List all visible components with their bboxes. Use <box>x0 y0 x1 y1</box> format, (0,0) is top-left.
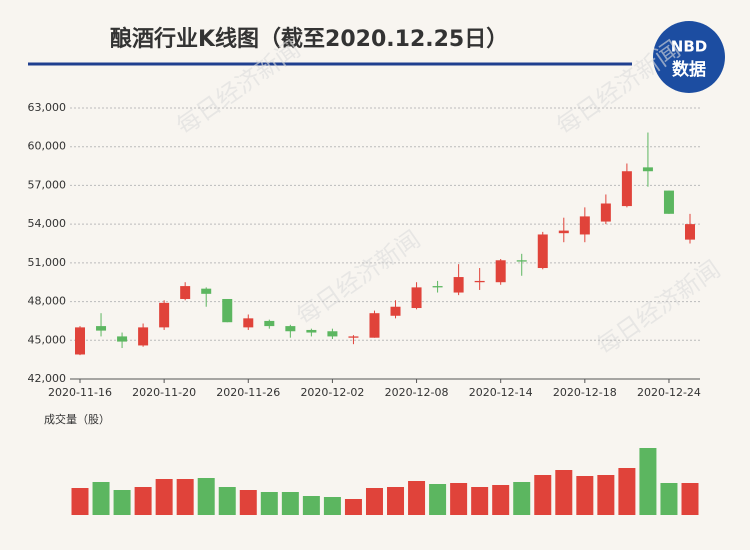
candle-body <box>558 230 569 234</box>
volume-bar <box>555 470 573 515</box>
x-tick-label: 2020-12-02 <box>300 386 364 399</box>
x-tick-label: 2020-11-26 <box>216 386 280 399</box>
volume-bar <box>218 487 236 515</box>
volume-bar <box>660 483 678 515</box>
volume-bar <box>134 487 152 515</box>
candle-body <box>243 318 254 328</box>
x-tick-label: 2020-12-14 <box>469 386 533 399</box>
candle-body <box>327 331 338 337</box>
x-tick-label: 2020-12-24 <box>637 386 701 399</box>
volume-bar <box>281 492 299 515</box>
volume-bar <box>681 483 699 515</box>
y-tick-label: 51,000 <box>28 256 67 269</box>
volume-bar <box>92 482 110 515</box>
candle-body <box>369 313 380 338</box>
y-tick-label: 57,000 <box>28 178 67 191</box>
candle-body <box>390 306 401 316</box>
volume-bar <box>576 476 594 515</box>
volume-bar <box>344 499 362 515</box>
candle-body <box>685 224 695 240</box>
volume-bar <box>597 475 615 515</box>
volume-bar <box>197 478 215 515</box>
candle-body <box>306 329 317 333</box>
candle-body <box>75 327 85 355</box>
candle-body <box>621 171 632 207</box>
volume-bar <box>450 483 468 515</box>
candle-body <box>537 234 548 269</box>
x-tick-label: 2020-11-16 <box>48 386 112 399</box>
x-tick-label: 2020-11-20 <box>132 386 196 399</box>
volume-bar <box>260 492 278 515</box>
candle-body <box>663 190 674 214</box>
candle-body <box>159 302 170 328</box>
candle-body <box>348 336 359 338</box>
y-tick-label: 45,000 <box>28 333 67 346</box>
volume-bar <box>302 496 320 515</box>
y-tick-label: 42,000 <box>28 372 67 385</box>
candle-body <box>222 298 233 323</box>
candle-body <box>495 260 506 283</box>
volume-bar <box>408 481 426 515</box>
logo-top: NBD <box>671 38 707 56</box>
candle-body <box>600 203 611 222</box>
x-tick-label: 2020-12-18 <box>553 386 617 399</box>
volume-bar <box>429 484 447 515</box>
volume-bar <box>365 488 383 515</box>
candle-body <box>453 277 464 293</box>
volume-bar <box>113 490 131 515</box>
volume-bar <box>323 497 341 515</box>
volume-bar <box>618 468 636 515</box>
x-tick-label: 2020-12-08 <box>385 386 449 399</box>
y-tick-label: 48,000 <box>28 295 67 308</box>
y-tick-label: 54,000 <box>28 217 67 230</box>
candle-body <box>411 287 422 309</box>
candle-body <box>264 320 275 327</box>
volume-bar <box>155 479 173 515</box>
candle-body <box>96 326 107 331</box>
volume-bar <box>71 488 89 515</box>
y-tick-label: 63,000 <box>28 101 67 114</box>
volume-bar <box>176 479 194 515</box>
volume-bar <box>492 485 510 515</box>
volume-bar <box>639 448 657 515</box>
y-tick-label: 60,000 <box>28 140 67 153</box>
volume-bar <box>513 482 531 515</box>
candle-body <box>516 260 527 262</box>
logo-bottom: 数据 <box>672 59 706 80</box>
logo <box>653 21 725 93</box>
candle-body <box>474 280 485 283</box>
chart-title: 酿酒行业K线图（截至2020.12.25日） <box>110 26 508 52</box>
volume-label: 成交量（股） <box>44 412 110 426</box>
candle-body <box>180 286 191 299</box>
candle-body <box>285 326 296 332</box>
candle-body <box>138 327 149 346</box>
volume-bar <box>471 487 489 515</box>
candle-body <box>117 336 128 342</box>
volume-bar <box>534 475 552 515</box>
volume-bar <box>239 490 257 515</box>
candle-body <box>642 167 653 172</box>
volume-bar <box>387 487 405 515</box>
candle-body <box>201 288 212 294</box>
candle-body <box>432 286 443 288</box>
candle-body <box>579 216 590 235</box>
